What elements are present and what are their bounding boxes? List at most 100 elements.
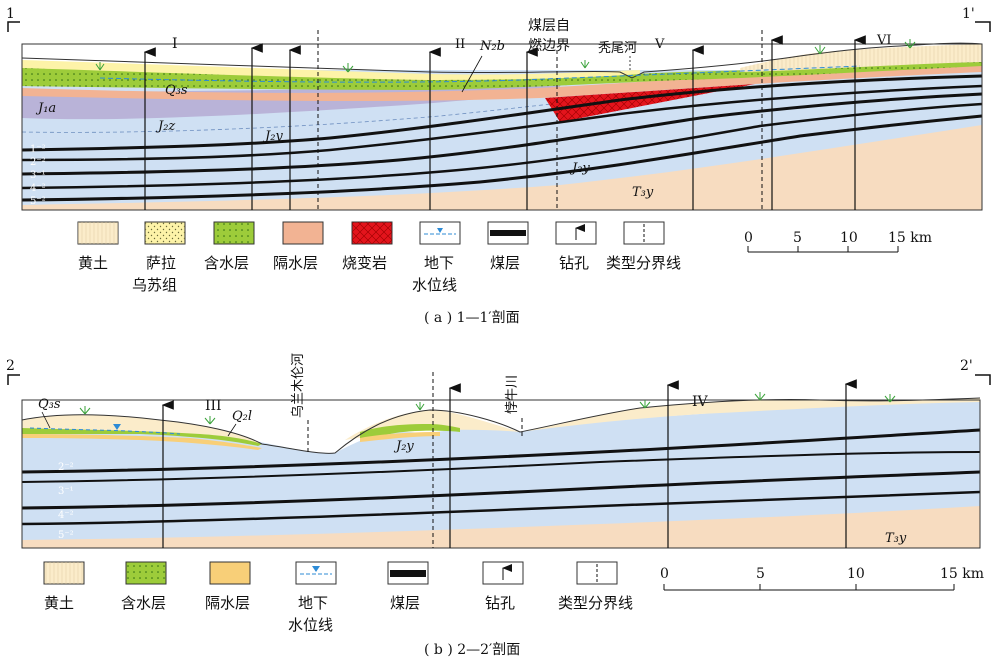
scale-tick: 10 — [847, 566, 865, 582]
coal-seam-b-1 — [21, 428, 981, 474]
vegetation-a — [95, 39, 916, 73]
coal-seam-a-5 — [21, 114, 983, 202]
j1a-label: J₁a — [35, 101, 56, 116]
q3s-label: Q₃s — [38, 397, 61, 412]
coal-seam-a-3 — [21, 92, 983, 176]
section-a-end-label: 1' — [962, 6, 975, 22]
water-level-icon — [113, 424, 121, 430]
shrub-icon — [342, 63, 354, 73]
section-a-right-corner — [975, 21, 991, 32]
type-boundaries-b — [307, 372, 523, 548]
burn-boundary-label: 燃边界 — [528, 37, 570, 54]
coal-seam-b-3 — [21, 470, 981, 510]
t3y-label: T₃y — [885, 531, 907, 546]
legend-label: 隔水层 — [273, 254, 318, 272]
loess-hill-left — [22, 414, 262, 444]
scale-tick: 5 — [756, 566, 765, 582]
seam-label: 4⁻² — [30, 183, 46, 194]
zone-label: I — [172, 36, 178, 52]
legend-label: 黄土 — [44, 594, 74, 612]
shrub-icon — [415, 402, 425, 411]
section-b-left-corner — [7, 374, 20, 385]
q2l-label: Q₂l — [232, 409, 252, 424]
legend-label: 隔水层 — [205, 594, 250, 612]
shrub-icon — [754, 392, 766, 401]
legend-label: 类型分界线 — [558, 594, 633, 612]
legend-label: 水位线 — [288, 616, 333, 634]
aquitard-layer-b — [22, 434, 262, 450]
coal-seam-a-2 — [21, 84, 983, 162]
triassic-layer — [22, 125, 982, 210]
section-b-start-label: 2 — [6, 358, 15, 374]
legend-swatch-aquitard — [209, 561, 251, 585]
zone-label: III — [205, 398, 222, 414]
zone-label: II — [455, 37, 465, 52]
section-a-start-label: 1 — [6, 6, 15, 22]
n2b-label: N₂b — [479, 39, 505, 54]
legend-label: 地下 — [298, 594, 328, 612]
triassic-layer-b — [22, 506, 980, 548]
coal-seams-a — [21, 74, 983, 202]
legend-label: 类型分界线 — [606, 254, 681, 272]
section-b-end-label: 2' — [960, 358, 973, 374]
legend-swatch-water-table — [295, 561, 337, 585]
n2b-leader — [461, 55, 483, 93]
scale-tick: 10 — [840, 230, 858, 246]
water-table-b — [29, 427, 181, 435]
scale-tick: 0 — [744, 230, 753, 246]
legend-label: 地下 — [424, 254, 454, 272]
water-table-a — [99, 65, 861, 83]
j2y-label: J₂y — [393, 439, 414, 454]
river-label: 乌兰木伦河 — [290, 353, 306, 418]
boreholes-a — [143, 35, 866, 210]
legend-label: 水位线 — [412, 276, 457, 294]
seam-label: 4⁻² — [58, 510, 74, 521]
caption-a: ( a ) 1—1′剖面 — [424, 310, 520, 326]
legend-label: 萨拉 — [146, 254, 176, 272]
legend-a: 黄土 萨拉 乌苏组 含水层 隔水层 烧变岩 地下 水位线 煤层 钻孔 类型分界线 — [77, 221, 681, 294]
water-level-icon — [437, 228, 443, 233]
seam-label: 2⁻² — [58, 462, 74, 473]
scale-tick: 15 km — [940, 566, 984, 582]
shrub-icon — [904, 39, 916, 49]
section-b-frame — [21, 399, 981, 549]
legend-swatch-type-boundary — [576, 561, 618, 585]
zone-label: VI — [876, 33, 892, 48]
vegetation-b — [79, 392, 896, 425]
scale-tick: 15 km — [888, 230, 932, 246]
river-label: 秃尾河 — [598, 41, 637, 56]
legend-label: 烧变岩 — [342, 254, 387, 272]
legend-label: 煤层 — [490, 254, 520, 272]
ground-surface-b — [21, 397, 981, 454]
coal-seams-b — [21, 428, 981, 526]
shrub-icon — [95, 62, 105, 71]
legend-label: 钻孔 — [559, 254, 589, 272]
aquitard-band — [22, 62, 982, 102]
legend-b: 黄土 含水层 隔水层 地下 水位线 煤层 钻孔 类型分界线 — [43, 561, 633, 634]
burn-boundary-label: 煤层自 — [528, 18, 570, 34]
j2z-boundary — [21, 87, 701, 133]
j2z-label: J₂z — [155, 119, 175, 134]
scale-tick: 0 — [660, 566, 669, 582]
seam-label: 3⁻¹ — [58, 486, 74, 497]
scale-bar-b: 0 5 10 15 km — [660, 566, 984, 591]
legend-label: 黄土 — [78, 254, 108, 272]
seam-label: 5⁻² — [58, 530, 74, 541]
coal-seam-b-2 — [21, 451, 981, 483]
coal-seam-a-1 — [21, 74, 983, 152]
type-boundaries-a — [317, 30, 763, 210]
water-level-icon — [312, 566, 320, 572]
legend-label: 含水层 — [204, 254, 249, 272]
section-a-frame — [21, 43, 983, 211]
t3y-label: T₃y — [632, 185, 654, 200]
sarawusu-layer — [22, 60, 640, 80]
shrub-icon — [814, 45, 826, 55]
section-a: 1 1' — [6, 6, 991, 326]
caption-b: ( b ) 2—2′剖面 — [424, 642, 520, 658]
j2y-label: J₂y — [569, 161, 590, 176]
legend-label: 钻孔 — [485, 594, 515, 612]
loess-hill-right — [520, 398, 980, 432]
legend-swatch-type-boundary — [623, 221, 665, 245]
zone-label: V — [654, 37, 665, 52]
